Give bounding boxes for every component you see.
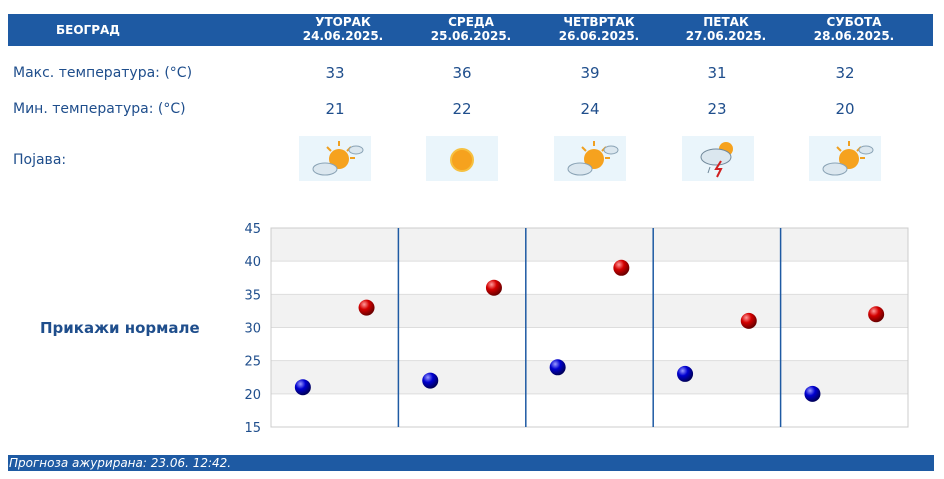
y-tick-label: 20	[244, 388, 261, 403]
min-temp-marker	[677, 365, 694, 382]
max-temp-value: 33	[325, 64, 345, 82]
min-temp-value: 22	[452, 100, 472, 118]
update-footer: Прогноза ажурирана: 23.06. 12:42.	[8, 455, 934, 471]
temperature-chart: 15 20 25 30 35 40 45	[244, 222, 909, 436]
max-temp-value: 31	[707, 64, 727, 82]
grid-band	[271, 360, 908, 394]
forecast-header: БЕОГРАД УТОРАК 24.06.2025. СРЕДА 25.06.2…	[8, 14, 933, 46]
max-temp-label: Макс. температура: (°C)	[13, 65, 193, 81]
day-header: СУБОТА 28.06.2025.	[790, 15, 918, 45]
y-tick-label: 30	[244, 322, 261, 337]
max-temp-marker	[485, 279, 502, 296]
y-tick-label: 15	[244, 421, 261, 436]
day-date: 25.06.2025.	[430, 29, 512, 43]
y-tick-label: 35	[244, 288, 261, 303]
max-temp-marker	[613, 259, 630, 276]
day-header: УТОРАК 24.06.2025.	[279, 15, 407, 45]
grid-band	[271, 393, 908, 427]
city-title: БЕОГРАД	[56, 23, 120, 37]
max-temp-value: 36	[452, 64, 472, 82]
min-temp-marker	[549, 359, 566, 376]
max-temp-value: 39	[580, 64, 600, 82]
grid-band	[271, 294, 908, 328]
min-temp-marker	[422, 372, 439, 389]
y-tick-label: 45	[244, 222, 261, 237]
min-temp-value: 24	[580, 100, 600, 118]
day-date: 26.06.2025.	[558, 29, 640, 43]
day-header: СРЕДА 25.06.2025.	[407, 15, 535, 45]
day-name: ПЕТАК	[703, 15, 749, 29]
day-date: 28.06.2025.	[813, 29, 895, 43]
y-tick-label: 40	[244, 255, 261, 270]
min-temp-value: 21	[325, 100, 345, 118]
day-name: УТОРАК	[315, 15, 371, 29]
max-temp-marker	[868, 306, 885, 323]
show-normals-link[interactable]: Прикажи нормале	[40, 319, 200, 337]
min-temp-value: 20	[835, 100, 855, 118]
plot-border	[270, 227, 909, 428]
max-temp-value: 32	[835, 64, 855, 82]
grid-band	[271, 228, 908, 262]
min-temp-marker	[294, 379, 311, 396]
grid-band	[271, 261, 908, 295]
max-temp-marker	[358, 299, 375, 316]
grid-band	[271, 327, 908, 361]
day-name: СУБОТА	[826, 15, 882, 29]
day-header: ЧЕТВРТАК 26.06.2025.	[535, 15, 663, 45]
day-date: 27.06.2025.	[685, 29, 767, 43]
day-date: 24.06.2025.	[302, 29, 384, 43]
day-name: ЧЕТВРТАК	[563, 15, 635, 29]
thunderstorm-icon	[682, 136, 754, 181]
day-name: СРЕДА	[448, 15, 494, 29]
phenomenon-label: Појава:	[13, 152, 67, 168]
min-temp-value: 23	[707, 100, 727, 118]
y-tick-label: 25	[244, 355, 261, 370]
min-temp-label: Мин. температура: (°C)	[13, 101, 186, 117]
max-temp-marker	[740, 312, 757, 329]
sun-icon	[426, 136, 498, 181]
day-header: ПЕТАК 27.06.2025.	[662, 15, 790, 45]
partly-sunny-icon	[299, 136, 371, 181]
min-temp-marker	[804, 385, 821, 402]
partly-sunny-icon	[809, 136, 881, 181]
partly-sunny-icon	[554, 136, 626, 181]
